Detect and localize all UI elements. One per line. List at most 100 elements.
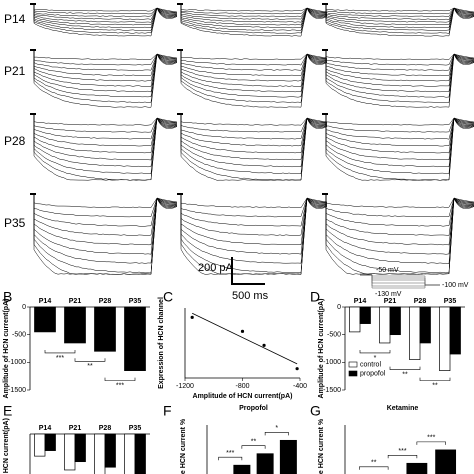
point <box>191 316 194 319</box>
trace <box>177 114 327 153</box>
point <box>296 367 299 370</box>
y-tick-label: 0 <box>22 304 26 311</box>
significance-label: ** <box>251 439 257 446</box>
panel-letter: E <box>3 403 12 419</box>
significance-bracket <box>417 442 446 445</box>
significance-bracket <box>105 378 135 381</box>
y-tick-label: -1500 <box>8 387 26 394</box>
trace <box>322 194 474 208</box>
category-label: P28 <box>99 298 112 305</box>
bar <box>95 434 106 474</box>
y-tick-label: 0 <box>337 304 341 311</box>
y-tick-label: -1000 <box>323 359 341 366</box>
category-label: P21 <box>69 425 82 432</box>
x-tick-label: -800 <box>235 383 249 390</box>
bar <box>257 454 273 474</box>
legend-swatch <box>349 371 357 376</box>
trace <box>30 50 177 60</box>
point <box>241 330 244 333</box>
trace <box>177 4 327 36</box>
figure: P14 P21 P28 P35 200 pA 500 ms -50 mV -13… <box>0 0 474 474</box>
bar <box>105 434 116 467</box>
panel-letter: G <box>310 403 321 419</box>
legend-label: control <box>360 361 381 368</box>
trace <box>322 114 474 139</box>
bar <box>420 307 431 343</box>
significance-bracket <box>420 378 450 381</box>
protocol <box>360 275 440 288</box>
bar <box>45 434 56 451</box>
y-axis-label: Amplitude of HCN current(pA) <box>318 299 325 399</box>
trace <box>30 194 177 208</box>
bar <box>450 307 461 354</box>
bar <box>440 307 451 371</box>
category-label: P35 <box>129 298 142 305</box>
bar <box>35 434 46 456</box>
bar <box>135 434 146 474</box>
row-label: P35 <box>4 216 26 230</box>
category-label: P21 <box>69 298 82 305</box>
significance-label: * <box>275 425 278 432</box>
category-label: P21 <box>384 298 397 305</box>
trace <box>30 194 177 273</box>
bar <box>65 307 86 343</box>
trace <box>322 4 474 12</box>
category-label: P14 <box>354 298 367 305</box>
significance-bracket <box>265 432 288 435</box>
trace <box>177 4 327 31</box>
bar <box>35 307 56 332</box>
panel-title: Propofol <box>239 405 268 412</box>
x-axis-label: Amplitude of HCN current(pA) <box>193 393 293 400</box>
bar <box>234 465 250 474</box>
point <box>262 344 265 347</box>
page: P14 P21 P28 P35 200 pA 500 ms -50 mV -13… <box>0 0 474 474</box>
significance-bracket <box>360 350 390 353</box>
trace <box>30 114 177 125</box>
trace <box>177 4 327 12</box>
trend-line <box>192 313 297 364</box>
trace <box>322 50 474 60</box>
significance-label: ** <box>402 371 408 378</box>
y-axis-label: de of HCN current(pA) <box>3 418 10 474</box>
bar <box>407 463 427 474</box>
panel-title: Ketamine <box>387 405 419 412</box>
category-label: P28 <box>99 425 112 432</box>
bar <box>380 307 391 343</box>
x-tick-label: -1200 <box>176 383 194 390</box>
category-label: P14 <box>39 425 52 432</box>
category-label: P14 <box>39 298 52 305</box>
significance-label: ** <box>87 363 93 370</box>
scale-time: 500 ms <box>232 290 269 302</box>
row-label: P28 <box>4 134 26 148</box>
bar <box>125 307 146 371</box>
row-label: P21 <box>4 64 26 78</box>
y-axis-label: Expression of HCN channel <box>158 297 165 389</box>
y-axis-label: Amplitude of HCN current(pA) <box>3 299 10 399</box>
significance-label: ** <box>432 382 438 389</box>
significance-label: *** <box>226 450 234 457</box>
y-tick-label: -500 <box>327 332 341 339</box>
significance-bracket <box>219 457 242 460</box>
bar <box>360 307 371 324</box>
protocol-label: -100 mV <box>442 282 469 289</box>
bar <box>75 434 86 462</box>
significance-bracket <box>75 358 105 361</box>
scale-bar <box>232 257 265 284</box>
significance-label: *** <box>116 382 124 389</box>
bar <box>350 307 361 332</box>
panel-letter: F <box>163 403 172 419</box>
bar <box>65 434 76 470</box>
y-tick-label: -1500 <box>323 387 341 394</box>
bar <box>280 440 296 474</box>
legend-label: propofol <box>360 370 386 377</box>
significance-label: *** <box>398 448 406 455</box>
legend-swatch <box>349 362 357 367</box>
bar <box>410 307 421 360</box>
row-label: P14 <box>4 12 26 26</box>
y-axis-label: on the HCN current % <box>180 418 187 474</box>
y-tick-label: -1000 <box>8 359 26 366</box>
x-tick-label: -400 <box>293 383 307 390</box>
significance-label: ** <box>371 460 377 467</box>
bar <box>125 434 136 474</box>
bar <box>436 450 456 474</box>
